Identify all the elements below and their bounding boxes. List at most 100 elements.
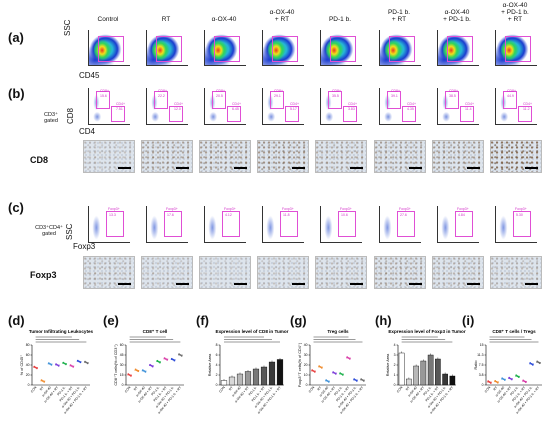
scale-bar bbox=[234, 167, 247, 169]
y-tick-label: 15 bbox=[120, 373, 124, 377]
y-tick-label: 0 bbox=[216, 383, 218, 387]
x-tick-label: PD-1 b. bbox=[509, 385, 519, 396]
scale-bar bbox=[118, 283, 131, 285]
scale-bar bbox=[292, 283, 305, 285]
y-tick-label: 8 bbox=[216, 343, 218, 347]
x-tick-label: RT bbox=[405, 386, 411, 392]
x-tick-label: CON bbox=[124, 385, 132, 394]
data-point bbox=[47, 362, 50, 364]
y-tick-label: 0 bbox=[394, 383, 396, 387]
bar bbox=[276, 359, 284, 386]
y-tick-label: 40 bbox=[26, 363, 30, 367]
data-point bbox=[62, 361, 65, 364]
data-point bbox=[134, 368, 137, 371]
y-tick-label: 20 bbox=[26, 373, 30, 377]
cd4-gate bbox=[518, 106, 532, 122]
data-point bbox=[130, 375, 132, 377]
data-point bbox=[341, 374, 344, 376]
cd8-ihc-tile bbox=[315, 140, 367, 173]
y-tick-label: 2 bbox=[216, 373, 218, 377]
y-tick-label: 60 bbox=[26, 353, 30, 357]
data-point bbox=[79, 361, 82, 364]
cd8-cd4-plot: CD8+ 35.5 CD4+ 3.83 bbox=[320, 88, 362, 125]
y-tick-label: 60 bbox=[120, 343, 124, 347]
gate-label: 12.0 bbox=[174, 107, 181, 111]
chart-ylabel: CD8⁺T cells(% of CD3⁺) bbox=[114, 344, 118, 386]
data-point bbox=[33, 365, 36, 368]
scale-bar bbox=[118, 167, 131, 169]
panel-label-i: (i) bbox=[462, 313, 475, 328]
column-header: α-OX-40 + PD-1 b. bbox=[443, 9, 471, 23]
x-tick-label: RT bbox=[39, 386, 45, 392]
data-point bbox=[170, 357, 173, 360]
foxp3-ihc-tile bbox=[199, 256, 251, 289]
x-tick-label: RT bbox=[133, 386, 139, 392]
bar bbox=[220, 380, 228, 386]
gate-label: 35.5 bbox=[332, 94, 339, 98]
bar bbox=[236, 373, 244, 386]
gate-label: 20.5 bbox=[216, 94, 223, 98]
scale-bar bbox=[467, 283, 480, 285]
column-header: PD-1 b. + RT bbox=[387, 9, 411, 23]
cd45-gate bbox=[330, 36, 356, 62]
y-tick-label: 15 bbox=[480, 343, 484, 347]
data-point bbox=[43, 381, 46, 383]
foxp3-plot: Foxp3+ 4.12 bbox=[204, 206, 246, 243]
cd45-gate bbox=[505, 36, 531, 62]
bar bbox=[442, 373, 448, 386]
gate-label: 7.51 bbox=[116, 107, 123, 111]
cd45-gate bbox=[272, 36, 298, 62]
gate-label: CD8+ bbox=[391, 89, 401, 93]
row-c-x-axis-label: Foxp3 bbox=[73, 242, 96, 251]
x-tick-label: PD-1 b. bbox=[56, 385, 66, 396]
cd8-gate bbox=[212, 91, 226, 109]
data-point bbox=[57, 365, 60, 367]
bar bbox=[398, 352, 405, 386]
data-point bbox=[536, 360, 539, 363]
foxp3-ihc-tile bbox=[83, 256, 135, 289]
foxp3-ihc-tile bbox=[257, 256, 309, 289]
data-point bbox=[137, 370, 140, 373]
gate-label: CD8+ bbox=[274, 89, 284, 93]
data-point bbox=[334, 373, 337, 375]
gate-label: 39.1 bbox=[391, 94, 398, 98]
data-point bbox=[325, 379, 328, 381]
foxp3-ihc-tile bbox=[490, 256, 542, 289]
density-plot bbox=[495, 30, 537, 66]
x-tick-label: α-OX-40 bbox=[135, 385, 146, 397]
gate-label: 3.83 bbox=[348, 107, 355, 111]
y-tick-label: 3.8 bbox=[479, 373, 484, 377]
chart-title: Expression level of CD8 in Tumor bbox=[216, 329, 289, 334]
gate-label: Foxp3+ bbox=[224, 207, 236, 211]
row-b-gating-label: CD3⁺ gated bbox=[44, 112, 58, 124]
cd4-gate bbox=[460, 106, 474, 122]
column-header: α-OX-40 bbox=[211, 16, 237, 23]
x-tick-label: PD-1 b. bbox=[422, 385, 432, 396]
density-plot bbox=[204, 30, 246, 66]
foxp3-ihc-tile bbox=[141, 256, 193, 289]
foxp3-plot: Foxp3+ 11.8 bbox=[262, 206, 304, 243]
data-point bbox=[339, 372, 342, 374]
bar bbox=[268, 361, 276, 386]
cd8-ihc-label: CD8 bbox=[30, 155, 49, 165]
cd8-gate bbox=[154, 91, 168, 109]
cd4-gate bbox=[402, 106, 416, 122]
chart-title: Treg cells bbox=[327, 329, 349, 334]
data-point bbox=[362, 380, 365, 382]
y-tick-label: 1 bbox=[394, 373, 396, 377]
x-tick-label: α-OX-40 bbox=[41, 385, 52, 397]
gate-label: Foxp3+ bbox=[166, 207, 178, 211]
chart-ylabel: Ratio bbox=[474, 361, 478, 370]
bar bbox=[260, 366, 268, 386]
data-point bbox=[313, 371, 316, 373]
bar bbox=[244, 371, 252, 386]
data-point bbox=[524, 381, 527, 384]
data-point bbox=[522, 379, 525, 382]
gate-label: Foxp3+ bbox=[457, 207, 469, 211]
scale-bar bbox=[525, 167, 538, 169]
data-point bbox=[84, 360, 86, 363]
scale-bar bbox=[350, 167, 363, 169]
cd8-cd4-plot: CD8+ 20.5 CD4+ 6.45 bbox=[204, 88, 246, 125]
density-plot bbox=[146, 30, 188, 66]
cd8-gate bbox=[503, 91, 517, 109]
